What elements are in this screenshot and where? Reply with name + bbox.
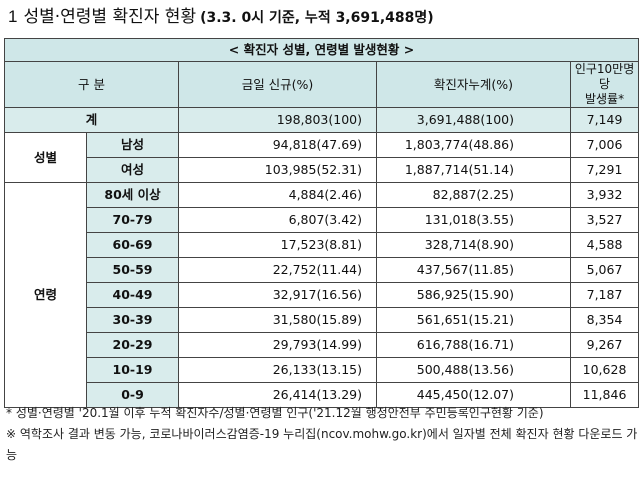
row-new: 103,985(52.31) (178, 157, 377, 183)
cases-table: < 확진자 성별, 연령별 발생현황 > 구 분 금일 신규(%) 확진자누계(… (3, 38, 640, 408)
section-number: 1 (8, 7, 18, 26)
row-label: 30-39 (86, 307, 179, 333)
row-cum: 82,887(2.25) (376, 182, 571, 208)
row-cum: 131,018(3.55) (376, 207, 571, 233)
header-cumulative: 확진자누계(%) (376, 61, 571, 108)
table-header-row: 구 분 금일 신규(%) 확진자누계(%) 인구10만명당 발생률* (4, 61, 640, 108)
row-cum: 1,803,774(48.86) (376, 132, 571, 158)
row-label: 20-29 (86, 332, 179, 358)
table-row: 여성 103,985(52.31) 1,887,714(51.14) 7,291 (5, 157, 640, 183)
row-cum: 586,925(15.90) (376, 282, 571, 308)
row-rate: 7,006 (569, 132, 640, 158)
row-rate: 4,588 (569, 232, 640, 258)
row-new: 26,133(13.15) (178, 357, 377, 383)
footnote-download: ※ 역학조사 결과 변동 가능, 코로나바이러스감염증-19 누리집(ncov.… (6, 427, 638, 462)
row-rate: 9,267 (569, 332, 640, 358)
header-category: 구 분 (4, 61, 179, 108)
table-row: 10-19 26,133(13.15) 500,488(13.56) 10,62… (5, 357, 640, 383)
row-cum: 616,788(16.71) (376, 332, 571, 358)
row-label: 50-59 (86, 257, 179, 283)
row-new: 4,884(2.46) (178, 182, 377, 208)
header-new-cases: 금일 신규(%) (178, 61, 377, 108)
table-row: 60-69 17,523(8.81) 328,714(8.90) 4,588 (5, 232, 640, 258)
row-cum: 437,567(11.85) (376, 257, 571, 283)
row-label: 70-79 (86, 207, 179, 233)
table-row: 0-9 26,414(13.29) 445,450(12.07) 11,846 (5, 382, 640, 408)
row-label: 80세 이상 (86, 182, 179, 208)
table-caption: < 확진자 성별, 연령별 발생현황 > (3, 38, 640, 62)
row-cum: 1,887,714(51.14) (376, 157, 571, 183)
title-text: 성별·연령별 확진자 현황 (23, 7, 197, 27)
table-row: 40-49 32,917(16.56) 586,925(15.90) 7,187 (5, 282, 640, 308)
row-new: 17,523(8.81) (178, 232, 377, 258)
row-new: 31,580(15.89) (178, 307, 377, 333)
footnotes: * 성별·연령별 '20.1월 이후 누적 확진자수/성별·연령별 인구('21… (6, 403, 638, 466)
row-new: 94,818(47.69) (178, 132, 377, 158)
row-label: 10-19 (86, 357, 179, 383)
header-rate: 인구10만명당 발생률* (569, 61, 640, 108)
row-label: 40-49 (86, 282, 179, 308)
row-new: 22,752(11.44) (178, 257, 377, 283)
group-label-sex: 성별 (4, 132, 87, 183)
total-rate: 7,149 (569, 107, 640, 133)
row-cum: 328,714(8.90) (376, 232, 571, 258)
table-row: 연령 80세 이상 4,884(2.46) 82,887(2.25) 3,932 (4, 182, 640, 408)
title-subtitle: (3.3. 0시 기준, 누적 3,691,488명) (200, 10, 434, 26)
row-new: 32,917(16.56) (178, 282, 377, 308)
group-label-age: 연령 (4, 182, 87, 408)
row-new: 6,807(3.42) (178, 207, 377, 233)
row-rate: 3,527 (569, 207, 640, 233)
table-row: 30-39 31,580(15.89) 561,651(15.21) 8,354 (5, 307, 640, 333)
row-cum: 445,450(12.07) (376, 382, 571, 408)
row-rate: 7,291 (569, 157, 640, 183)
row-rate: 3,932 (569, 182, 640, 208)
total-cum: 3,691,488(100) (376, 107, 571, 133)
total-label: 계 (4, 107, 179, 133)
row-rate: 7,187 (569, 282, 640, 308)
row-rate: 5,067 (569, 257, 640, 283)
row-new: 29,793(14.99) (178, 332, 377, 358)
row-rate: 10,628 (569, 357, 640, 383)
header-rate-line2: 발생률* (584, 92, 625, 106)
page-title: 1 성별·연령별 확진자 현황 (3.3. 0시 기준, 누적 3,691,488명… (8, 6, 434, 29)
header-rate-line1: 인구10만명당 (574, 62, 635, 91)
table-row: 50-59 22,752(11.44) 437,567(11.85) 5,067 (5, 257, 640, 283)
row-label: 남성 (86, 132, 179, 158)
footnote-population: * 성별·연령별 '20.1월 이후 누적 확진자수/성별·연령별 인구('21… (6, 406, 544, 420)
row-label: 60-69 (86, 232, 179, 258)
row-cum: 500,488(13.56) (376, 357, 571, 383)
row-label: 여성 (86, 157, 179, 183)
total-new: 198,803(100) (178, 107, 377, 133)
table-row: 성별 남성 94,818(47.69) 1,803,774(48.86) 7,0… (4, 132, 640, 183)
row-new: 26,414(13.29) (178, 382, 377, 408)
table-row-total: 계 198,803(100) 3,691,488(100) 7,149 (4, 107, 640, 133)
row-label: 0-9 (86, 382, 179, 408)
row-rate: 8,354 (569, 307, 640, 333)
table-row: 20-29 29,793(14.99) 616,788(16.71) 9,267 (5, 332, 640, 358)
table-row: 70-79 6,807(3.42) 131,018(3.55) 3,527 (5, 207, 640, 233)
row-cum: 561,651(15.21) (376, 307, 571, 333)
row-rate: 11,846 (569, 382, 640, 408)
